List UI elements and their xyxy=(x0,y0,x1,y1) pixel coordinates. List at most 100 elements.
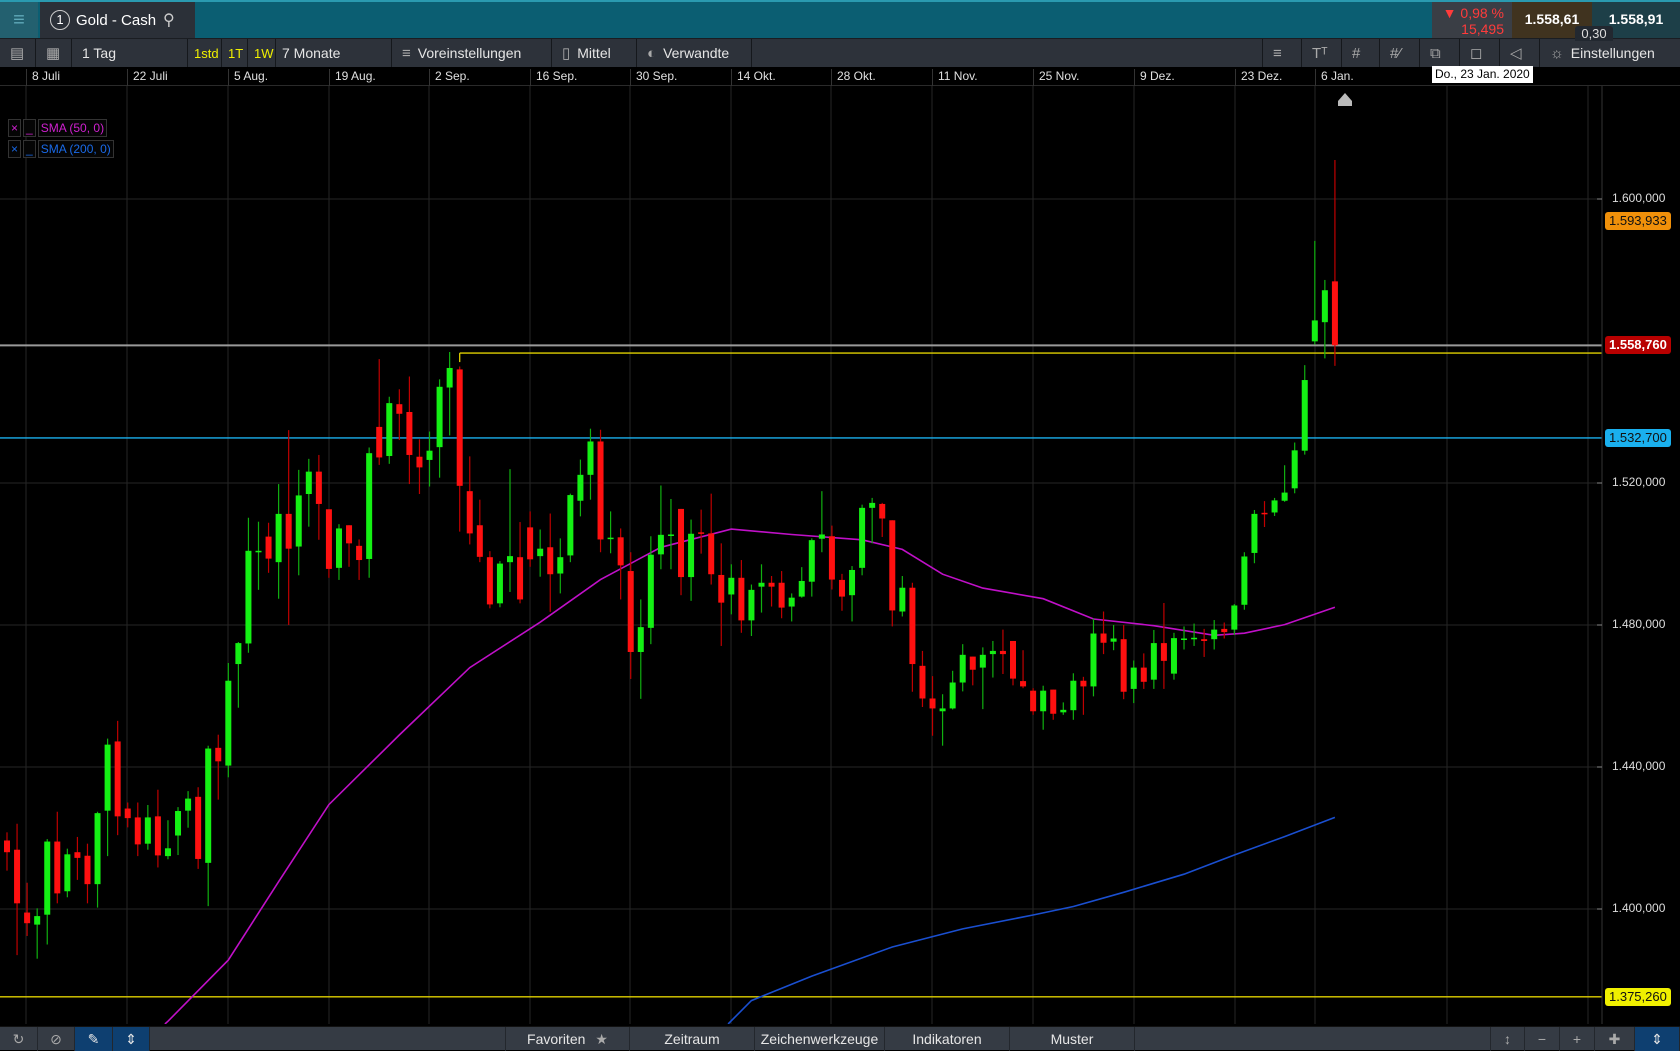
remove-sma-200-button[interactable]: × xyxy=(8,140,22,158)
favorites-button[interactable]: Favoriten ★ xyxy=(505,1027,630,1051)
candle-body xyxy=(869,502,876,508)
candle xyxy=(195,787,202,869)
interval-select[interactable]: 1 Tag xyxy=(72,39,188,67)
indicators-button[interactable]: Indikatoren xyxy=(885,1027,1010,1051)
candle-body xyxy=(838,579,845,597)
grid-icon[interactable]: # xyxy=(1342,39,1380,67)
candle-body xyxy=(94,813,101,885)
candle xyxy=(205,745,212,907)
candle-body xyxy=(185,798,192,811)
price-tick-label: 1.600,000 xyxy=(1612,191,1666,205)
zoom-in-icon[interactable]: + xyxy=(1560,1027,1595,1051)
candle-body xyxy=(1170,638,1177,674)
chart-type-label: Mittel xyxy=(577,45,611,61)
candle xyxy=(456,366,463,532)
text-size-icon[interactable]: Tᵀ xyxy=(1302,39,1342,67)
up-down-arrows-icon[interactable]: ⇕ xyxy=(113,1027,150,1051)
candle-body xyxy=(245,550,252,644)
candle-body xyxy=(466,491,473,534)
price-level-label[interactable]: 1.375,260 xyxy=(1605,987,1671,1006)
related-button[interactable]: ◐ Verwandte xyxy=(637,39,752,67)
search-icon[interactable]: ⚲ xyxy=(163,12,175,29)
candle xyxy=(517,522,524,604)
interval-1t[interactable]: 1T xyxy=(222,39,248,67)
candle-body xyxy=(1050,689,1057,714)
interval-1std[interactable]: 1std xyxy=(188,39,222,67)
candle xyxy=(688,519,695,601)
date-marker-icon xyxy=(1338,93,1352,106)
candle xyxy=(778,571,785,619)
auto-scale-icon[interactable]: ⇕ xyxy=(1635,1027,1680,1051)
candle-body xyxy=(527,527,534,560)
candle xyxy=(134,802,141,857)
remove-sma-50-button[interactable]: × xyxy=(8,119,22,137)
price-chart[interactable] xyxy=(0,0,1680,1026)
candle-body xyxy=(325,509,332,569)
price-line-icon[interactable]: ◻ xyxy=(1460,39,1500,67)
candle-body xyxy=(255,550,262,553)
refresh-icon[interactable]: ↻ xyxy=(0,1027,38,1051)
crosshair-icon[interactable]: ✚ xyxy=(1595,1027,1635,1051)
candle xyxy=(527,511,534,567)
plot-area xyxy=(0,86,1602,1024)
no-sign-icon[interactable]: ⊘ xyxy=(38,1027,75,1051)
candle xyxy=(667,498,674,570)
candle-body xyxy=(154,816,161,856)
hamburger-icon[interactable]: ≡ xyxy=(0,2,38,38)
candle xyxy=(225,662,232,778)
candlestick-icon: ▯ xyxy=(562,45,571,62)
presets-button[interactable]: ≡ Voreinstellungen xyxy=(392,39,552,67)
range-select[interactable]: 7 Monate xyxy=(276,39,392,67)
sma-200-label[interactable]: SMA (200, 0) xyxy=(37,140,114,158)
axis-scale-icon[interactable]: ≡ xyxy=(1262,39,1302,67)
price-level-label[interactable]: 1.532,700 xyxy=(1605,428,1671,447)
candle-body xyxy=(84,855,91,885)
instrument-tab[interactable]: 1 Gold - Cash ⚲ xyxy=(40,2,195,38)
candle xyxy=(124,802,131,828)
candle-body xyxy=(748,589,755,621)
chart-type-button[interactable]: ▯ Mittel xyxy=(552,39,637,67)
zoom-out-icon[interactable]: − xyxy=(1525,1027,1560,1051)
candle xyxy=(1130,660,1137,704)
candle-body xyxy=(436,386,443,448)
candle-body xyxy=(1301,380,1308,451)
price-level-label[interactable]: 1.558,760 xyxy=(1605,336,1671,355)
candle-body xyxy=(929,698,936,709)
candle-body xyxy=(939,708,946,712)
candle-body xyxy=(396,404,403,414)
price-level-label[interactable]: 1.593,933 xyxy=(1605,211,1671,230)
candle-body xyxy=(808,540,815,582)
fit-icon[interactable]: ↕ xyxy=(1490,1027,1525,1051)
candle-body xyxy=(305,471,312,495)
candle-body xyxy=(215,747,222,762)
candle xyxy=(14,823,21,956)
layout-icon[interactable]: ▦ xyxy=(36,39,72,67)
sma-200-style-button[interactable]: _ xyxy=(23,140,36,158)
candle xyxy=(838,573,845,611)
settings-button[interactable]: ☼ Einstellungen xyxy=(1540,39,1680,67)
candle-body xyxy=(667,534,674,536)
candle-body xyxy=(979,654,986,668)
candle xyxy=(1170,632,1177,680)
candle-body xyxy=(1160,643,1167,661)
candle xyxy=(24,882,31,936)
candle xyxy=(265,522,272,573)
candle xyxy=(929,676,936,736)
period-button[interactable]: Zeitraum xyxy=(630,1027,755,1051)
windows-icon[interactable]: ⧉ xyxy=(1420,39,1460,67)
list-icon[interactable]: ▤ xyxy=(0,39,36,67)
patterns-button[interactable]: Muster xyxy=(1010,1027,1135,1051)
sma-50-style-button[interactable]: _ xyxy=(23,119,36,137)
sma-50-label[interactable]: SMA (50, 0) xyxy=(37,119,108,137)
grid-color-icon[interactable]: #⁄ xyxy=(1380,39,1420,67)
pencil-icon[interactable]: ✎ xyxy=(75,1027,113,1051)
label-icon[interactable]: ◁ xyxy=(1500,39,1540,67)
interval-1w[interactable]: 1W xyxy=(248,39,276,67)
candle-body xyxy=(557,557,564,574)
candle-body xyxy=(678,508,685,578)
drawing-tools-button[interactable]: Zeichenwerkzeuge xyxy=(755,1027,885,1051)
candle xyxy=(1100,611,1107,655)
candle-body xyxy=(446,367,453,388)
candle xyxy=(999,629,1006,674)
candle xyxy=(366,447,373,578)
